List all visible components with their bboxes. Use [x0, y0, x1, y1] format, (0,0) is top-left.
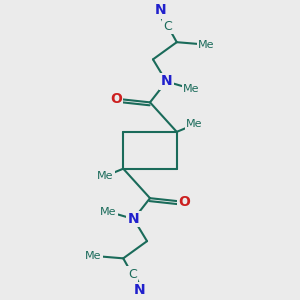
- Text: Me: Me: [85, 251, 102, 261]
- Text: Me: Me: [186, 119, 203, 130]
- Text: O: O: [178, 195, 190, 209]
- Text: C: C: [128, 268, 136, 281]
- Text: C: C: [164, 20, 172, 33]
- Text: N: N: [154, 3, 166, 17]
- Text: Me: Me: [198, 40, 215, 50]
- Text: O: O: [110, 92, 122, 106]
- Text: Me: Me: [100, 207, 117, 217]
- Text: Me: Me: [183, 84, 200, 94]
- Text: N: N: [160, 74, 172, 88]
- Text: N: N: [134, 283, 146, 297]
- Text: N: N: [128, 212, 140, 226]
- Text: Me: Me: [97, 171, 114, 181]
